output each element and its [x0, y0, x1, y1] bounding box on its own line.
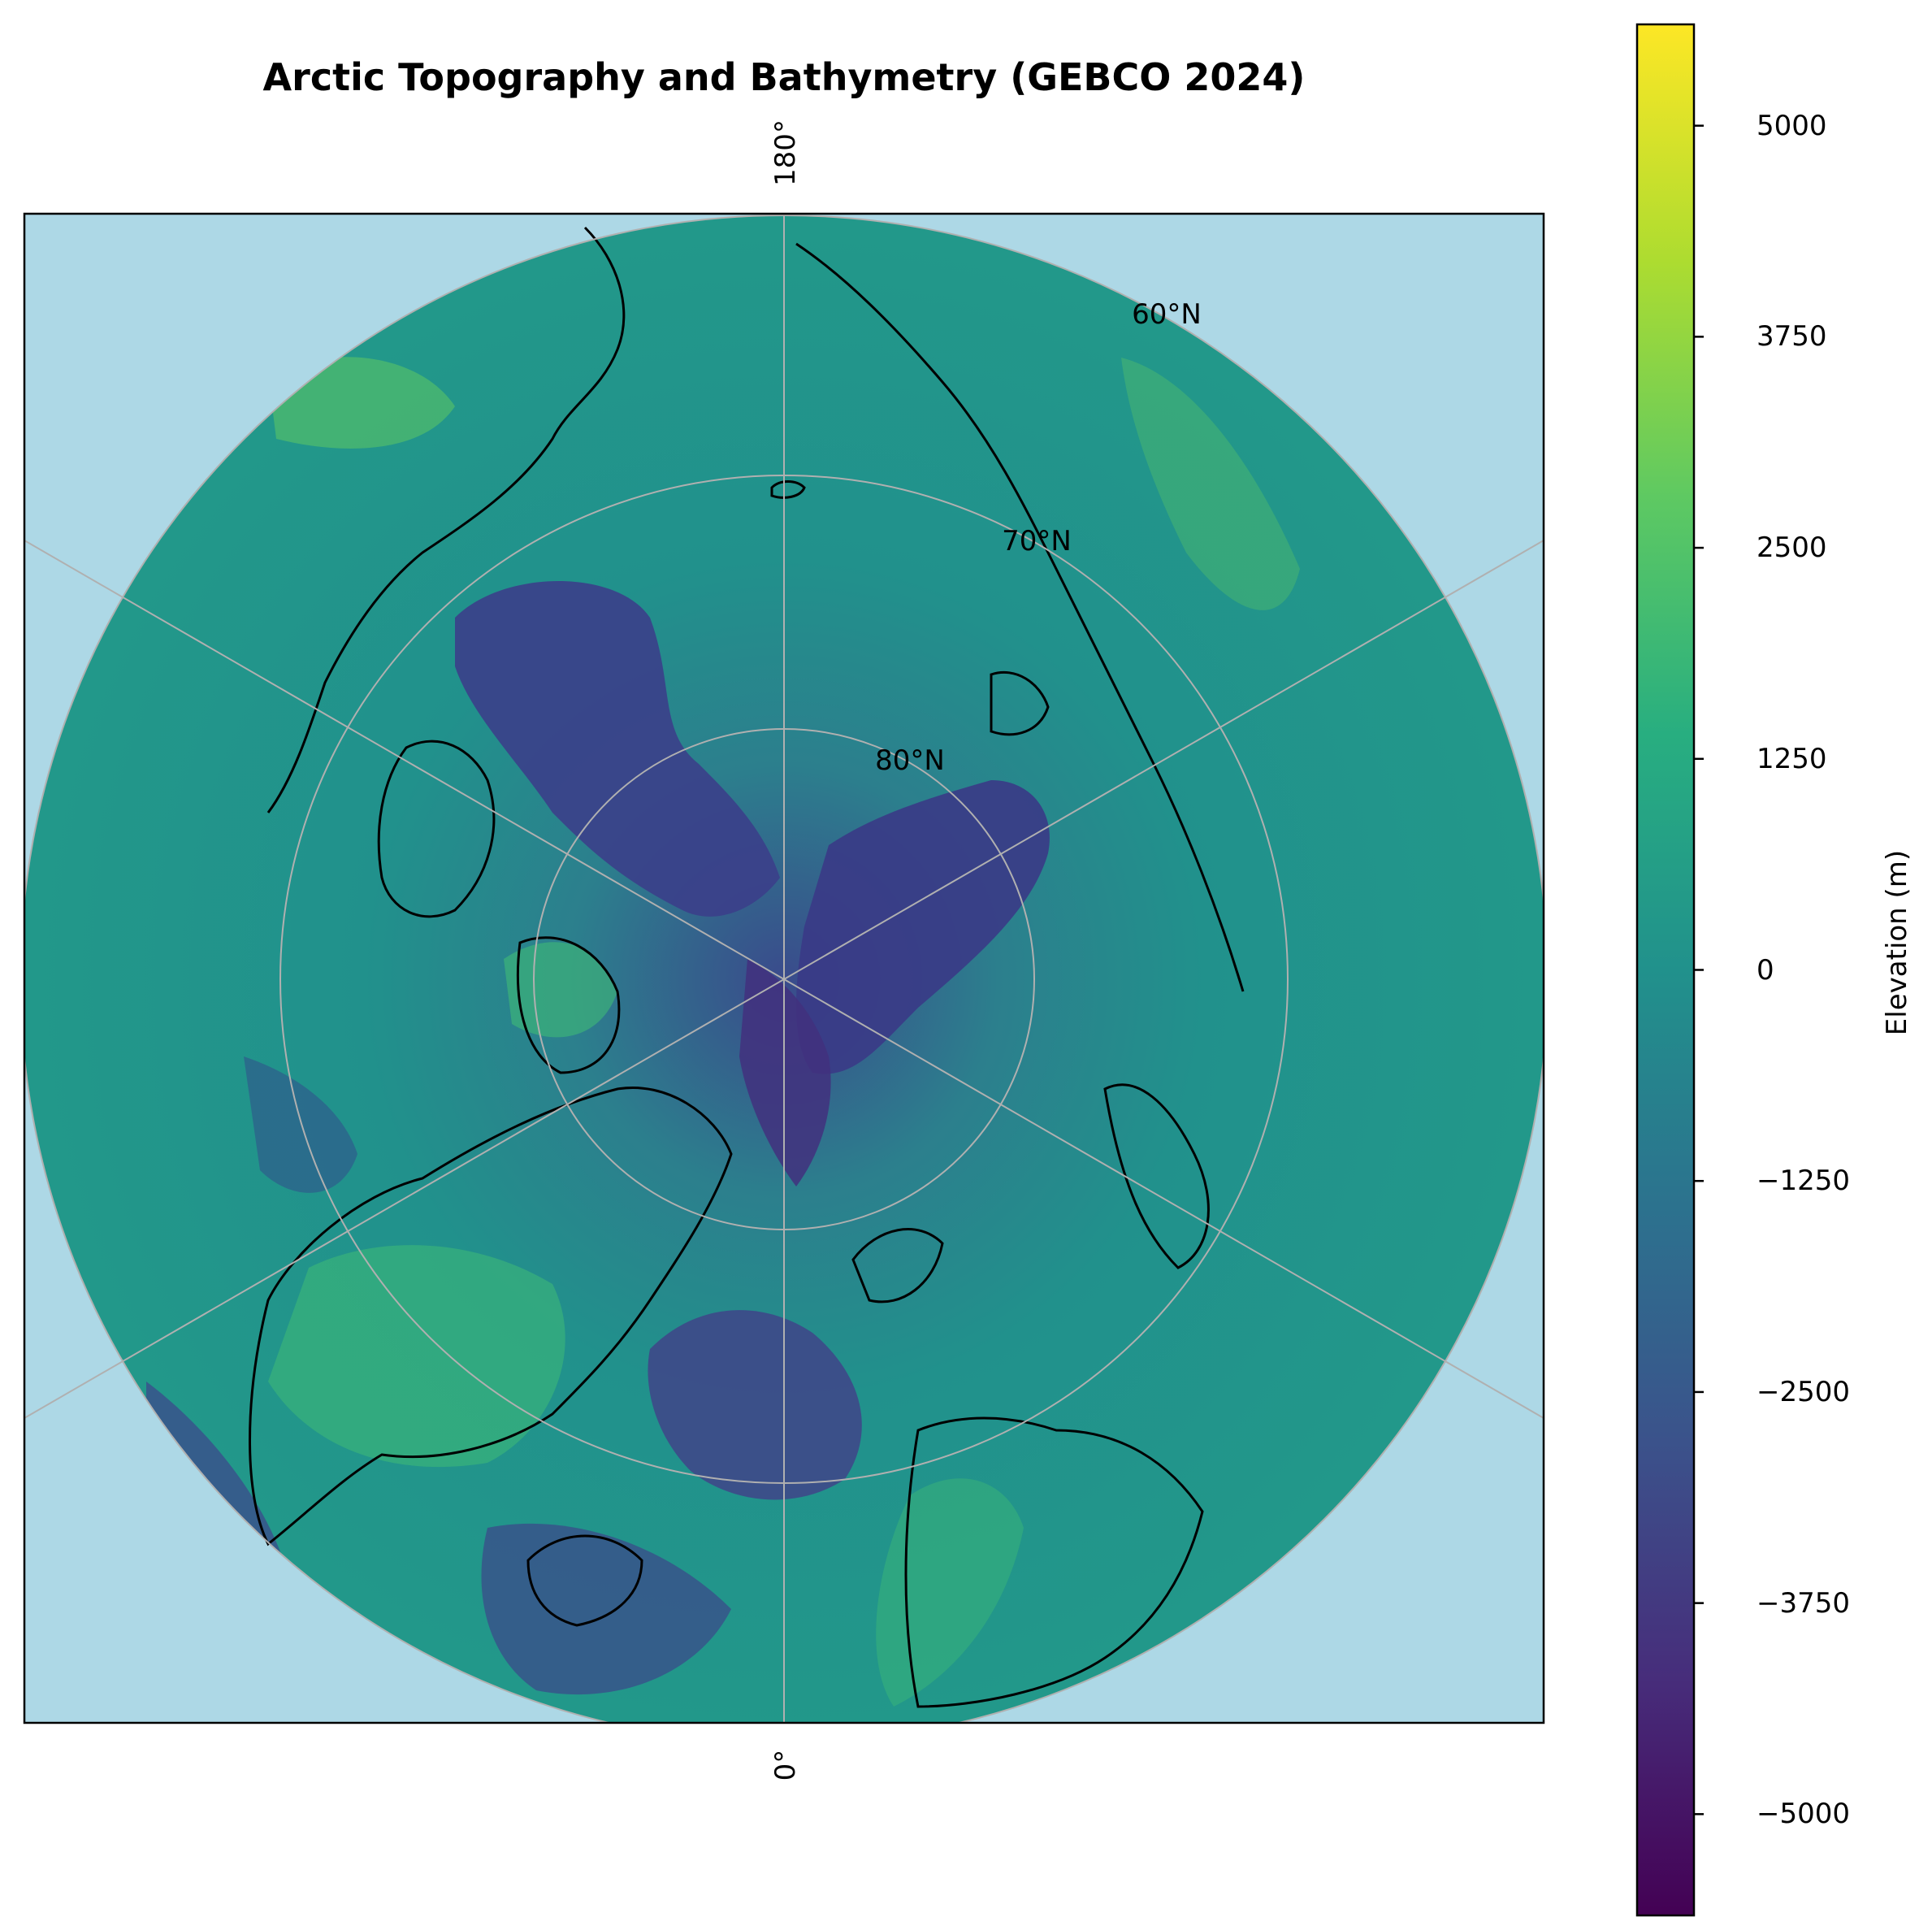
svalbard-coast	[851, 1228, 944, 1304]
lat-label-70n: 70°N	[1002, 525, 1072, 557]
colorbar-tick-label: 2500	[1757, 531, 1827, 565]
chart-title: Arctic Topography and Bathymetry (GEBCO …	[262, 55, 1306, 99]
wrangel-island-coast	[770, 480, 806, 499]
iceland-coast	[526, 1534, 643, 1627]
new-siberian-islands-coast	[990, 670, 1050, 736]
coastlines	[249, 226, 1245, 1708]
canada-basin	[455, 581, 780, 917]
colorbar-tick-label: 1250	[1757, 742, 1827, 775]
eurasian-basin	[796, 780, 1050, 1074]
meridian-label-0: 0°	[769, 1749, 802, 1781]
colorbar-tick-label: −1250	[1757, 1165, 1851, 1198]
graticule	[24, 214, 1544, 1723]
map-frame	[23, 212, 1545, 1724]
colorbar-label: Elevation (m)	[1881, 849, 1913, 1036]
colorbar-tick-label: −3750	[1757, 1586, 1851, 1620]
map-axes	[24, 214, 1544, 1723]
ellesmere-highlands	[504, 942, 617, 1038]
colorbar	[1635, 23, 1696, 1917]
siberia-highlands	[1121, 358, 1300, 610]
lat-label-80n: 80°N	[875, 744, 945, 777]
alaska-range	[268, 357, 455, 449]
meridian-label-180: 180°	[769, 119, 802, 186]
banks-island-coast	[377, 740, 496, 918]
colorbar-tick-label: −5000	[1757, 1798, 1851, 1831]
meridian-120-300	[24, 540, 1544, 1419]
alaska-canada-coast	[266, 226, 626, 813]
baffin-bay	[244, 1056, 357, 1193]
colorbar-tick-label: −2500	[1757, 1375, 1851, 1408]
north-atlantic	[481, 1523, 731, 1695]
ellesmere-coast	[517, 936, 621, 1074]
greenland-coast	[249, 1087, 733, 1546]
novaya-zemlya-coast	[1103, 1083, 1210, 1269]
scandinavia-coast	[904, 1416, 1204, 1708]
greenland-ice-sheet	[268, 1245, 565, 1468]
scandinavia-highlands	[876, 1478, 1024, 1707]
colorbar-ticks	[1694, 124, 1704, 1815]
colorbar-tick-label: 3750	[1757, 320, 1827, 354]
lat-label-60n: 60°N	[1132, 298, 1202, 331]
amundsen-basin	[739, 959, 831, 1186]
greenland-basin	[648, 1310, 862, 1500]
siberian-coast	[795, 242, 1245, 992]
colorbar-tick-label: 5000	[1757, 109, 1827, 142]
colorbar-tick-label: 0	[1757, 953, 1774, 987]
elevation-features	[146, 357, 1300, 1707]
